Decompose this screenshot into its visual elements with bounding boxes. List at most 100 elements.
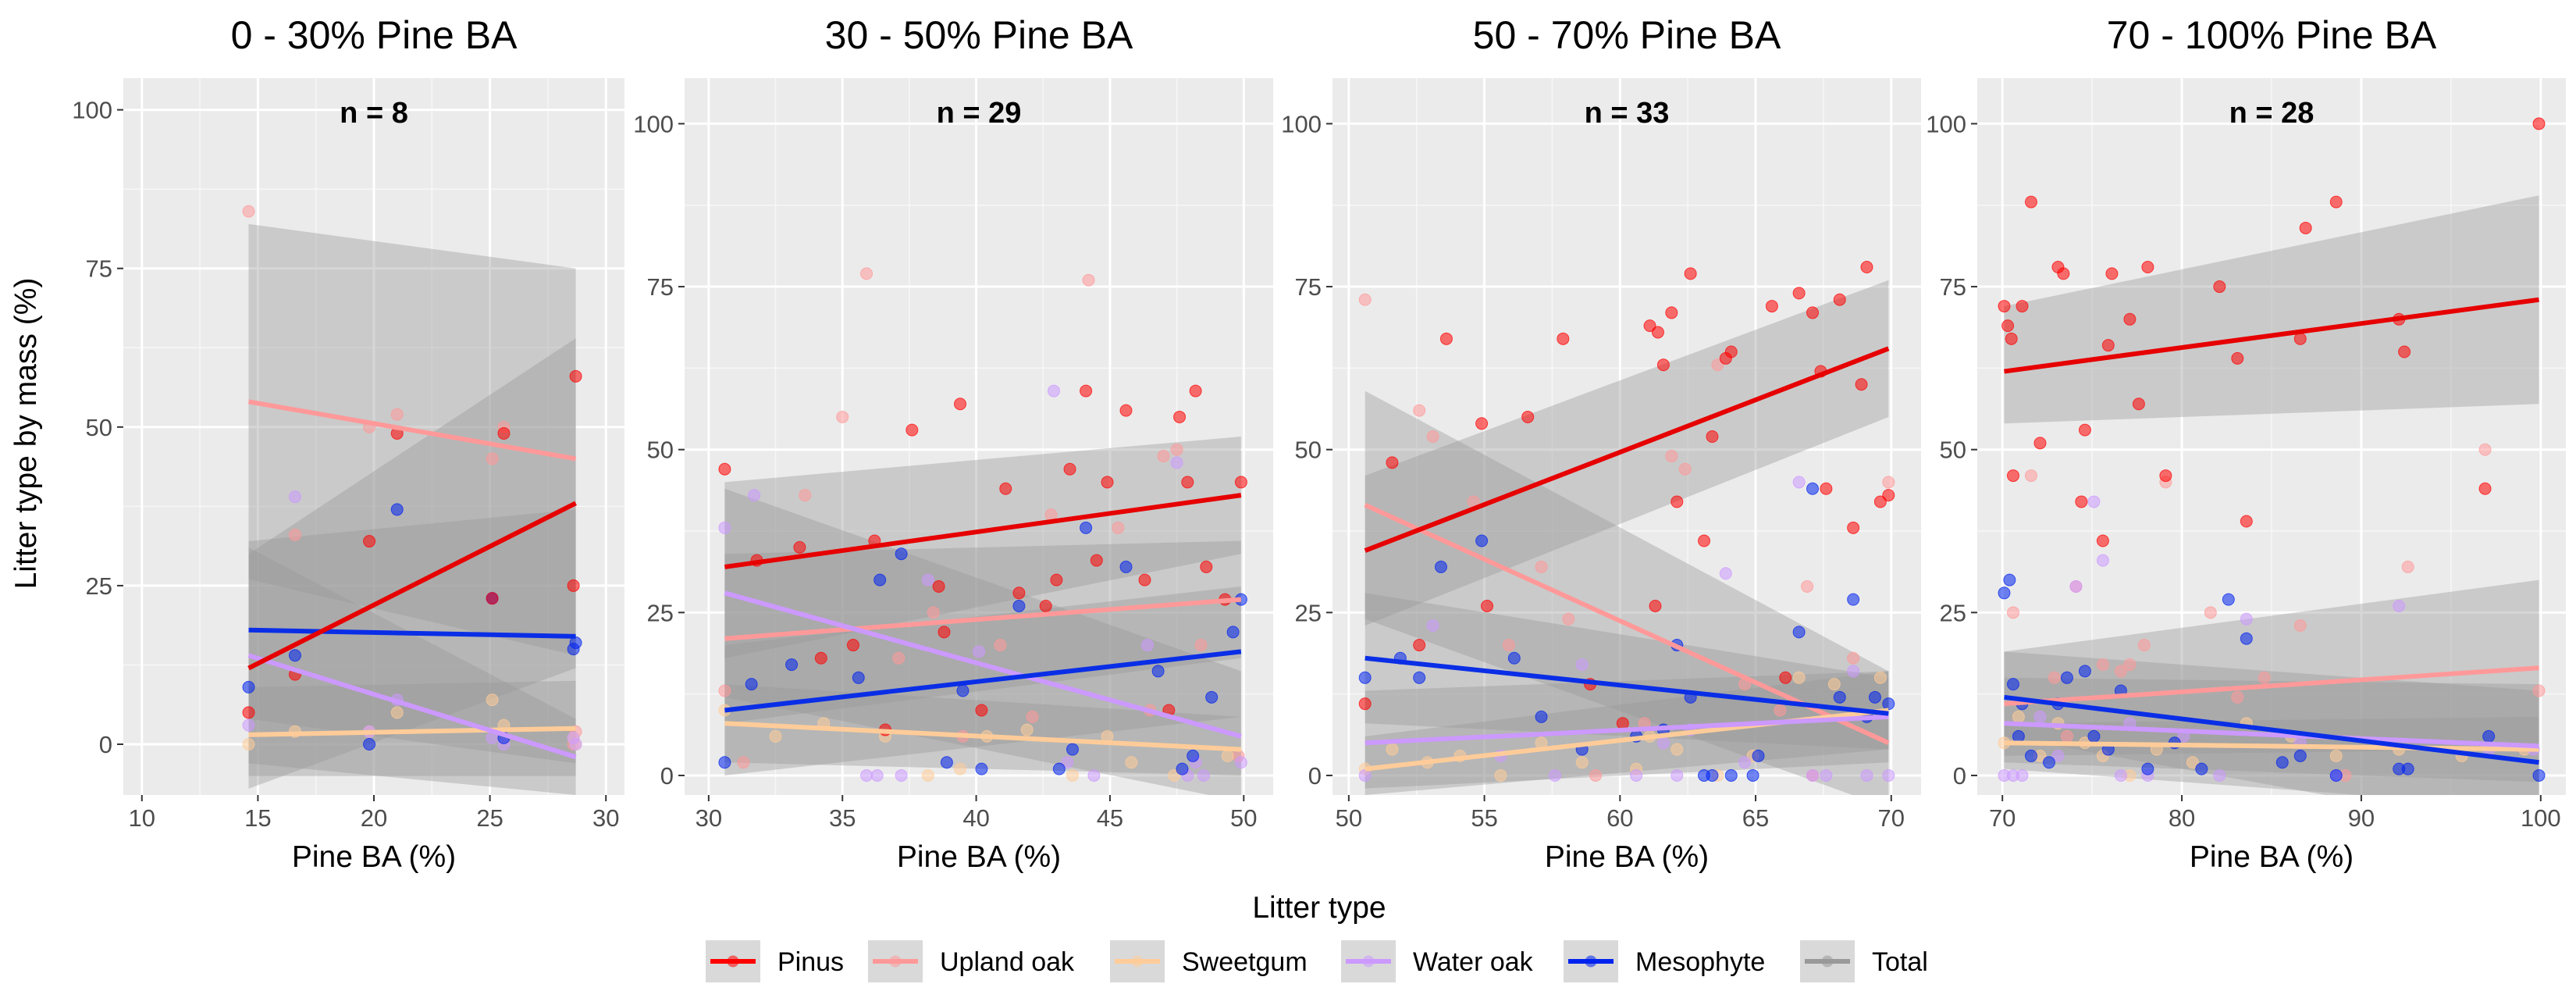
- point-pinus: [1234, 476, 1247, 489]
- point-mesophyte: [2532, 768, 2546, 782]
- point-upland-oak: [1665, 450, 1678, 463]
- point-pinus: [1557, 332, 1570, 345]
- point-pinus: [567, 579, 580, 592]
- point-mesophyte: [1882, 697, 1895, 711]
- panel-background: [685, 78, 1273, 795]
- point-pinus: [1063, 462, 1076, 476]
- point-pinus: [1189, 384, 1202, 398]
- y-tick-label: 25: [647, 599, 674, 626]
- point-sweetgum: [1386, 743, 1399, 756]
- legend-item-mesophyte: Mesophyte: [1564, 940, 1765, 982]
- trend-line-sweetgum: [2004, 740, 2539, 752]
- point-pinus: [2105, 267, 2119, 280]
- point-water-oak: [1860, 768, 1873, 782]
- trend-line-pinus: [247, 501, 577, 671]
- point-upland-oak: [2293, 619, 2307, 633]
- point-pinus: [1413, 639, 1426, 652]
- y-tick-label: 0: [1308, 762, 1322, 790]
- point-pinus: [1012, 586, 1026, 600]
- point-pinus: [2123, 312, 2137, 326]
- trend-line-water-oak: [1364, 714, 1889, 746]
- x-tick-label: 70: [1989, 804, 2016, 832]
- point-sweetgum: [1575, 756, 1589, 769]
- point-upland-oak: [2006, 606, 2019, 619]
- point-water-oak: [973, 645, 985, 658]
- point-water-oak: [2213, 768, 2226, 782]
- point-pinus: [2159, 469, 2172, 483]
- point-water-oak: [860, 768, 873, 782]
- point-water-oak: [1140, 639, 1154, 652]
- point-pinus: [2016, 300, 2029, 313]
- y-tick-label: 25: [1295, 599, 1322, 626]
- point-pinus: [2024, 195, 2037, 209]
- point-water-oak: [2033, 710, 2047, 723]
- confidence-band-upland-oak: [248, 223, 576, 656]
- x-axis-title: Pine BA (%): [2190, 840, 2354, 874]
- point-mesophyte: [718, 756, 731, 769]
- point-mesophyte: [1052, 762, 1066, 775]
- facet-title: 0 - 30% Pine BA: [231, 13, 518, 57]
- point-upland-oak: [1426, 430, 1439, 443]
- point-water-oak: [1820, 768, 1833, 782]
- x-tick-label: 65: [1742, 804, 1769, 832]
- point-pinus: [1820, 482, 1833, 495]
- point-water-oak: [1719, 567, 1732, 580]
- point-mesophyte: [1012, 599, 1026, 612]
- legend-label: Mesophyte: [1635, 947, 1765, 977]
- point-pinus: [1765, 300, 1778, 313]
- point-mesophyte: [242, 680, 255, 693]
- point-pinus: [1358, 697, 1372, 711]
- point-pinus: [954, 398, 967, 411]
- point-pinus: [1860, 261, 1873, 274]
- point-upland-oak: [2114, 665, 2127, 678]
- x-tick-label: 50: [1336, 804, 1362, 832]
- point-pinus: [1439, 332, 1453, 345]
- point-pinus: [814, 651, 827, 665]
- point-pinus: [1792, 287, 1806, 300]
- x-tick-label: 10: [129, 804, 155, 832]
- point-upland-oak: [1502, 639, 1515, 652]
- point-pinus: [569, 369, 582, 383]
- point-pinus: [2033, 437, 2047, 450]
- point-upland-oak: [1413, 404, 1426, 417]
- point-water-oak: [242, 718, 255, 732]
- point-water-oak: [1656, 736, 1670, 750]
- point-water-oak: [1548, 768, 1561, 782]
- point-pinus: [1724, 345, 1738, 358]
- point-mesophyte: [2060, 671, 2073, 684]
- point-upland-oak: [1026, 710, 1039, 723]
- point-pinus: [932, 579, 945, 593]
- point-upland-oak: [799, 489, 812, 502]
- y-tick-label: 50: [86, 414, 112, 441]
- point-pinus: [2478, 482, 2492, 495]
- point-upland-oak: [1589, 768, 1603, 782]
- point-upland-oak: [1562, 612, 1575, 626]
- point-water-oak: [2096, 554, 2109, 567]
- facet-title: 50 - 70% Pine BA: [1473, 13, 1781, 57]
- point-sweetgum: [1827, 678, 1841, 691]
- point-mesophyte: [2275, 756, 2289, 769]
- confidence-band-pinus: [1364, 280, 1889, 626]
- point-pinus: [1665, 306, 1678, 319]
- point-mesophyte: [1119, 560, 1133, 573]
- point-upland-oak: [1801, 579, 1814, 593]
- point-pinus: [1651, 326, 1664, 339]
- point-pinus: [2141, 261, 2154, 274]
- point-mesophyte: [1358, 671, 1372, 684]
- point-pinus: [1670, 495, 1684, 508]
- point-water-oak: [1630, 768, 1643, 782]
- point-water-oak: [1670, 768, 1684, 782]
- x-tick-label: 35: [829, 804, 856, 832]
- point-upland-oak: [2024, 469, 2037, 483]
- point-mesophyte: [1080, 521, 1093, 534]
- point-pinus: [2096, 534, 2109, 547]
- point-pinus: [1386, 456, 1399, 469]
- point-mesophyte: [1806, 482, 1820, 495]
- legend-key-point: [727, 955, 739, 968]
- facet-panel-3: 50 55 60 65 70 0 25 50 75 100 50 - 70% Pine BA n = …: [1281, 13, 1921, 874]
- point-upland-oak: [1112, 521, 1125, 534]
- point-pinus: [2532, 117, 2546, 130]
- facet-panel-2: 30 35 40 45 50 0 25 50 75 100 30 - 50% Pine BA n = …: [633, 13, 1273, 874]
- point-pinus: [2078, 423, 2091, 437]
- x-tick-label: 90: [2348, 804, 2375, 832]
